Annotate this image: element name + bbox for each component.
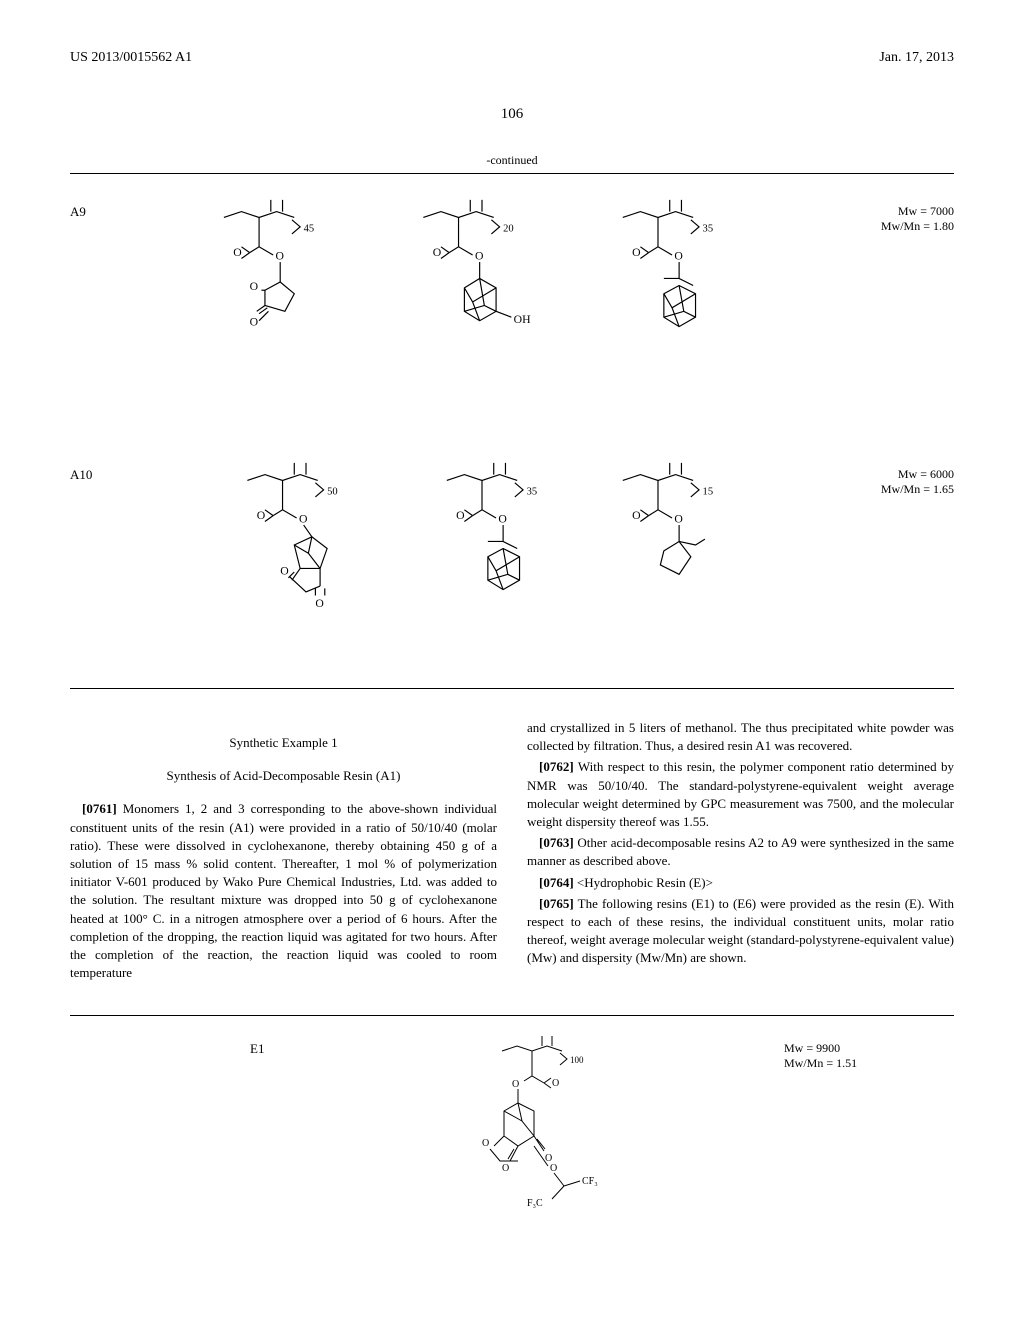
para-text-0762: With respect to this resin, the polymer … <box>527 759 954 829</box>
row-label-a9: A9 <box>70 194 130 220</box>
svg-text:15: 15 <box>703 486 714 497</box>
para-text-0764: <Hydrophobic Resin (E)> <box>577 875 713 890</box>
text-columns: Synthetic Example 1 Synthesis of Acid-De… <box>70 719 954 985</box>
svg-text:100: 100 <box>570 1055 584 1065</box>
svg-text:O: O <box>276 250 284 263</box>
continued-label: -continued <box>70 153 954 168</box>
synthetic-example-subtitle: Synthesis of Acid-Decomposable Resin (A1… <box>70 767 497 785</box>
right-column: and crystallized in 5 liters of methanol… <box>527 719 954 985</box>
svg-text:O: O <box>280 564 288 577</box>
chem-structures-a9: 45 O O O O <box>130 194 834 417</box>
svg-text:O: O <box>250 280 258 293</box>
left-column: Synthetic Example 1 Synthesis of Acid-De… <box>70 719 497 985</box>
svg-text:CF₃: CF₃ <box>582 1176 598 1187</box>
para-0763: [0763] Other acid-decomposable resins A2… <box>527 834 954 870</box>
mwmn-a9: Mw/Mn = 1.80 <box>834 219 954 234</box>
page-header: US 2013/0015562 A1 Jan. 17, 2013 <box>70 50 954 66</box>
svg-text:O: O <box>257 509 265 522</box>
row-label-e1: E1 <box>70 1031 320 1057</box>
svg-text:50: 50 <box>327 486 338 497</box>
patent-number: US 2013/0015562 A1 <box>70 50 192 66</box>
svg-text:O: O <box>482 1138 489 1149</box>
svg-text:O: O <box>456 509 464 522</box>
para-num-0764: [0764] <box>539 875 574 890</box>
svg-text:O: O <box>233 246 241 259</box>
svg-text:20: 20 <box>503 224 514 235</box>
chem-svg-a10: 50 O O O O <box>130 457 834 668</box>
svg-text:O: O <box>632 509 640 522</box>
svg-text:O: O <box>550 1163 557 1174</box>
para-text-0765: The following resins (E1) to (E6) were p… <box>527 896 954 966</box>
svg-text:O: O <box>299 513 307 526</box>
svg-text:O: O <box>632 246 640 259</box>
svg-text:45: 45 <box>304 224 315 235</box>
svg-text:O: O <box>552 1078 559 1089</box>
svg-text:O: O <box>512 1079 519 1090</box>
para-num-0763: [0763] <box>539 835 574 850</box>
svg-text:OH: OH <box>514 313 531 326</box>
para-0764: [0764] <Hydrophobic Resin (E)> <box>527 874 954 892</box>
para-text-0761: Monomers 1, 2 and 3 corresponding to the… <box>70 801 497 980</box>
svg-text:O: O <box>674 250 682 263</box>
mw-a10: Mw = 6000 <box>834 467 954 482</box>
svg-text:35: 35 <box>527 486 538 497</box>
chem-structures-a10: 50 O O O O <box>130 457 834 668</box>
para-text-0763: Other acid-decomposable resins A2 to A9 … <box>527 835 954 868</box>
mw-e1: Mw = 9900 <box>784 1041 954 1056</box>
row-label-a10: A10 <box>70 457 130 483</box>
para-num-0762: [0762] <box>539 759 574 774</box>
svg-text:35: 35 <box>703 224 714 235</box>
chem-svg-a9: 45 O O O O <box>130 194 834 417</box>
structure-row-a9: A9 45 O O <box>70 174 954 437</box>
svg-text:O: O <box>315 597 323 610</box>
para-0761b: and crystallized in 5 liters of methanol… <box>527 719 954 755</box>
svg-text:O: O <box>250 315 258 328</box>
svg-text:O: O <box>498 513 506 526</box>
synthetic-example-title: Synthetic Example 1 <box>70 734 497 752</box>
chem-svg-e1: 100 O O O O O O <box>452 1031 652 1261</box>
page-number: 106 <box>70 106 954 123</box>
structure-row-e1: E1 100 O O O O <box>70 1015 954 1261</box>
structure-row-a10: A10 50 O O <box>70 437 954 688</box>
svg-text:F₃C: F₃C <box>527 1198 543 1209</box>
mw-info-a9: Mw = 7000 Mw/Mn = 1.80 <box>834 194 954 234</box>
svg-text:O: O <box>502 1163 509 1174</box>
para-0761: [0761] Monomers 1, 2 and 3 corresponding… <box>70 800 497 982</box>
mwmn-e1: Mw/Mn = 1.51 <box>784 1056 954 1071</box>
para-num-0761: [0761] <box>82 801 117 816</box>
svg-text:O: O <box>433 246 441 259</box>
mw-info-a10: Mw = 6000 Mw/Mn = 1.65 <box>834 457 954 497</box>
para-num-0765: [0765] <box>539 896 574 911</box>
para-0765: [0765] The following resins (E1) to (E6)… <box>527 895 954 968</box>
publication-date: Jan. 17, 2013 <box>879 50 954 66</box>
mw-info-e1: Mw = 9900 Mw/Mn = 1.51 <box>784 1031 954 1071</box>
para-0762: [0762] With respect to this resin, the p… <box>527 758 954 831</box>
svg-text:O: O <box>475 250 483 263</box>
mwmn-a10: Mw/Mn = 1.65 <box>834 482 954 497</box>
mw-a9: Mw = 7000 <box>834 204 954 219</box>
structure-table: A9 45 O O <box>70 173 954 689</box>
svg-text:O: O <box>674 513 682 526</box>
chem-structures-e1: 100 O O O O O O <box>320 1031 784 1261</box>
